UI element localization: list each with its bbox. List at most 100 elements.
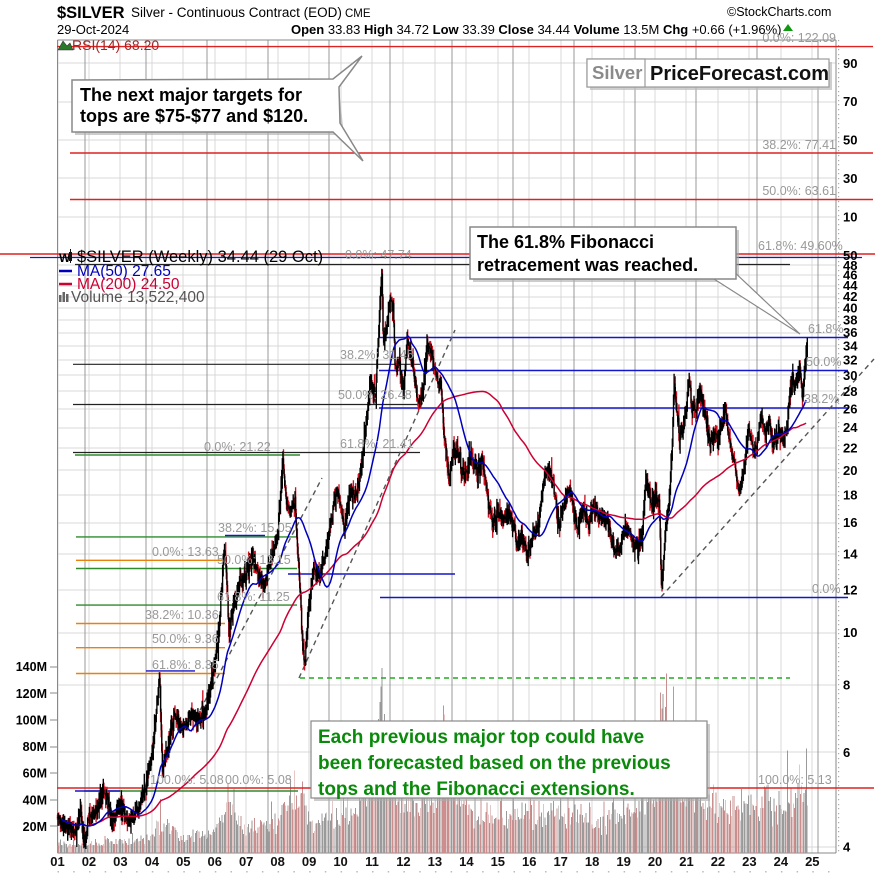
svg-text:04: 04	[145, 854, 160, 869]
svg-text:13: 13	[428, 854, 442, 869]
svg-text:26: 26	[843, 401, 857, 416]
svg-text:$SILVER (Weekly) 34.44 (29 Oct: $SILVER (Weekly) 34.44 (29 Oct)	[77, 248, 323, 266]
svg-text:50: 50	[843, 248, 857, 263]
svg-text:25: 25	[805, 854, 819, 869]
svg-text:22: 22	[843, 440, 857, 455]
svg-text:38.2%: 10.36: 38.2%: 10.36	[145, 608, 219, 622]
svg-text:61.8%: 8.35: 61.8%: 8.35	[152, 658, 219, 672]
svg-text:10: 10	[843, 209, 857, 224]
svg-text:48: 48	[843, 258, 857, 273]
svg-text:38.2%: 15.05: 38.2%: 15.05	[218, 521, 292, 535]
svg-text:20: 20	[648, 854, 662, 869]
svg-text:50.0%: 13.15: 50.0%: 13.15	[217, 553, 291, 567]
svg-text:MA(200) 24.50: MA(200) 24.50	[77, 276, 180, 293]
svg-text:23: 23	[742, 854, 756, 869]
svg-text:22: 22	[711, 854, 725, 869]
svg-text:50.0%: 50.0%	[806, 355, 841, 369]
svg-text:60M: 60M	[23, 767, 47, 781]
svg-text:50: 50	[843, 133, 857, 148]
svg-text:32: 32	[843, 353, 857, 368]
svg-text:90: 90	[843, 56, 857, 71]
svg-text:CME: CME	[345, 8, 371, 20]
svg-text:0.0%: 47.74: 0.0%: 47.74	[345, 248, 412, 262]
svg-text:40: 40	[843, 300, 857, 315]
svg-text:02: 02	[82, 854, 96, 869]
svg-text:0.0%: 0.0%	[812, 582, 841, 596]
svg-text:09: 09	[302, 854, 316, 869]
svg-text:61.8%: 61.8%	[808, 322, 843, 336]
svg-text:16: 16	[522, 854, 536, 869]
svg-text:12: 12	[843, 582, 857, 597]
svg-text:44: 44	[843, 278, 858, 293]
svg-text:Volume 13,522,400: Volume 13,522,400	[71, 289, 205, 306]
svg-text:30: 30	[843, 368, 857, 383]
svg-text:120M: 120M	[16, 687, 47, 701]
svg-text:50.0%: 63.61: 50.0%: 63.61	[762, 184, 836, 198]
svg-text:Open 33.83 High 34.72 Low 33.3: Open 33.83 High 34.72 Low 33.39 Close 34…	[291, 22, 781, 37]
svg-text:been forecasted based on the p: been forecasted based on the previous	[318, 753, 671, 774]
svg-text:50.0%: 9.36: 50.0%: 9.36	[152, 632, 219, 646]
svg-text:Each previous major top could: Each previous major top could have	[318, 727, 644, 748]
svg-text:03: 03	[113, 854, 127, 869]
svg-text:100.0%: 5.08: 100.0%: 5.08	[150, 773, 224, 787]
svg-text:38.2%: 38.2%	[804, 392, 839, 406]
svg-text:100.0%: 5.13: 100.0%: 5.13	[758, 773, 832, 787]
svg-text:38.2%: 31.45: 38.2%: 31.45	[340, 348, 414, 362]
svg-text:14: 14	[843, 546, 858, 561]
svg-text:©StockCharts.com: ©StockCharts.com	[727, 5, 831, 19]
svg-text:29-Oct-2024: 29-Oct-2024	[57, 22, 129, 37]
svg-text:24: 24	[774, 854, 789, 869]
svg-text:61.8%: 21.41: 61.8%: 21.41	[340, 437, 414, 451]
svg-text:10: 10	[333, 854, 347, 869]
svg-text:18: 18	[843, 487, 857, 502]
svg-text:retracement was reached.: retracement was reached.	[477, 255, 698, 275]
svg-text:07: 07	[239, 854, 253, 869]
svg-text:34: 34	[843, 339, 858, 354]
svg-text:80M: 80M	[23, 740, 47, 754]
svg-text:RSI(14) 68.20: RSI(14) 68.20	[72, 37, 159, 53]
svg-text:14: 14	[459, 854, 474, 869]
svg-text:20M: 20M	[23, 820, 47, 834]
svg-text:8: 8	[843, 677, 850, 692]
svg-text:0.0%: 122.09: 0.0%: 122.09	[762, 31, 836, 45]
svg-text:18: 18	[585, 854, 599, 869]
svg-text:19: 19	[616, 854, 630, 869]
svg-text:140M: 140M	[16, 660, 47, 674]
svg-text:17: 17	[553, 854, 567, 869]
svg-text:Silver - Continuous Contract (: Silver - Continuous Contract (EOD)	[131, 5, 342, 20]
svg-text:40M: 40M	[23, 793, 47, 807]
svg-text:21: 21	[679, 854, 693, 869]
svg-text:05: 05	[176, 854, 190, 869]
svg-text:tops are $75-$77 and $120.: tops are $75-$77 and $120.	[80, 106, 308, 126]
svg-text:The 61.8% Fibonacci: The 61.8% Fibonacci	[477, 232, 654, 252]
svg-text:$SILVER: $SILVER	[57, 4, 125, 22]
svg-text:12: 12	[396, 854, 410, 869]
svg-text:15: 15	[491, 854, 505, 869]
svg-text:01: 01	[50, 854, 64, 869]
svg-text:70: 70	[843, 94, 857, 109]
svg-text:Silver: Silver	[592, 62, 642, 83]
svg-text:W: W	[59, 251, 71, 265]
svg-text:4: 4	[843, 840, 851, 855]
svg-text:MA(50) 27.65: MA(50) 27.65	[77, 263, 171, 280]
svg-text:50.0%: 26.48: 50.0%: 26.48	[338, 388, 412, 402]
svg-text:20: 20	[843, 463, 857, 478]
svg-text:42: 42	[843, 289, 857, 304]
svg-text:6: 6	[843, 745, 850, 760]
svg-text:24: 24	[843, 420, 858, 435]
svg-text:0.0%: 13.63: 0.0%: 13.63	[152, 545, 219, 559]
svg-text:38.2%: 77.41: 38.2%: 77.41	[762, 138, 836, 152]
svg-text:06: 06	[208, 854, 222, 869]
svg-text:10: 10	[843, 625, 857, 640]
svg-text:46: 46	[843, 268, 857, 283]
svg-text:00.0%: 5.08: 00.0%: 5.08	[225, 773, 292, 787]
svg-text:PriceForecast.com: PriceForecast.com	[650, 63, 829, 85]
svg-text:61.8%: 11.25: 61.8%: 11.25	[217, 590, 290, 604]
svg-text:61.8%: 49.60%: 61.8%: 49.60%	[758, 239, 843, 253]
svg-text:tops and the Fibonacci extensi: tops and the Fibonacci extensions.	[318, 779, 635, 800]
svg-text:30: 30	[843, 171, 857, 186]
svg-text:The next major targets for: The next major targets for	[80, 85, 302, 105]
svg-text:0.0%: 21.22: 0.0%: 21.22	[204, 440, 271, 454]
svg-text:11: 11	[365, 854, 379, 869]
svg-text:28: 28	[843, 384, 857, 399]
